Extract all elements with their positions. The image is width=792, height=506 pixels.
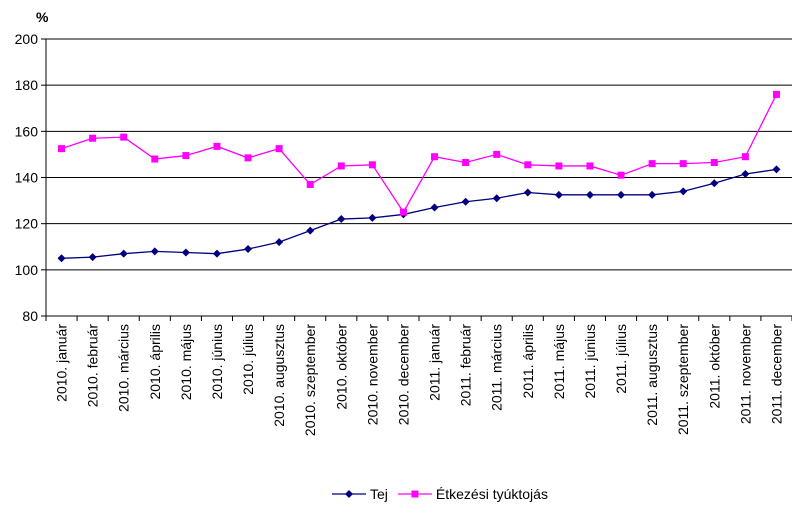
y-axis-tick-labels: 80 100 120 140 160 180 200 <box>15 31 39 324</box>
data-point <box>337 215 346 224</box>
x-tick-label: 2011. július <box>613 324 629 394</box>
data-point <box>119 249 128 258</box>
data-point <box>430 203 439 212</box>
axes <box>41 38 792 321</box>
series-line <box>61 168 777 259</box>
data-point <box>306 226 315 235</box>
x-tick-label: 2010. szeptember <box>302 324 318 436</box>
data-point <box>741 153 749 161</box>
x-tick-label: 2011. szeptember <box>675 324 691 435</box>
y-tick-label: 140 <box>15 170 39 186</box>
legend-label: Tej <box>370 486 388 502</box>
data-point <box>492 194 501 203</box>
data-point <box>679 160 687 168</box>
data-point <box>213 142 221 150</box>
data-point <box>151 155 159 163</box>
data-point <box>586 162 594 170</box>
x-tick-label: 2011. december <box>768 324 784 424</box>
series-0 <box>57 165 781 263</box>
data-point <box>275 145 283 153</box>
data-point <box>57 254 66 263</box>
data-point <box>617 171 625 179</box>
data-point <box>462 158 470 166</box>
data-point <box>337 162 345 170</box>
data-point <box>181 248 190 257</box>
data-point <box>368 213 377 222</box>
x-tick-label: 2010. december <box>395 324 411 426</box>
data-point <box>772 90 780 98</box>
legend-marker <box>345 490 353 498</box>
data-point <box>772 165 781 174</box>
data-point <box>710 158 718 166</box>
data-point <box>368 161 376 169</box>
y-tick-label: 80 <box>22 308 38 324</box>
data-point <box>120 133 128 141</box>
x-axis-tick-labels: 2010. január 2010. február 2010. március 20… <box>54 324 785 436</box>
x-tick-label: 2011. augusztus <box>644 324 660 426</box>
data-point <box>182 152 190 160</box>
data-point <box>648 190 657 199</box>
data-point <box>58 145 66 153</box>
x-tick-label: 2011. január <box>427 324 443 401</box>
x-tick-label: 2010. május <box>178 324 194 400</box>
data-point <box>617 190 626 199</box>
x-tick-label: 2010. október <box>333 324 349 410</box>
data-point <box>461 197 470 206</box>
x-tick-label: 2010. november <box>364 324 380 426</box>
x-tick-label: 2010. március <box>116 324 132 412</box>
y-tick-label: 120 <box>15 216 39 232</box>
x-tick-label: 2011. október <box>706 324 722 409</box>
data-point <box>523 188 532 197</box>
legend-label: Étkezési tyúktojás <box>436 486 548 502</box>
data-point <box>306 180 314 188</box>
data-point <box>554 190 563 199</box>
data-point <box>212 249 221 258</box>
x-tick-label: 2011. március <box>489 324 505 411</box>
data-point <box>585 190 594 199</box>
x-tick-label: 2010. augusztus <box>271 324 287 427</box>
data-point <box>244 154 252 162</box>
y-tick-label: 200 <box>15 31 39 47</box>
x-tick-label: 2010. február <box>85 324 101 408</box>
data-point <box>648 160 656 168</box>
x-tick-label: 2011. április <box>520 324 536 398</box>
x-tick-label: 2011. június <box>582 324 598 398</box>
x-tick-label: 2010. július <box>240 324 256 395</box>
y-tick-label: 160 <box>15 123 39 139</box>
data-point <box>244 245 253 254</box>
data-point <box>88 253 97 262</box>
x-tick-label: 2011. február <box>458 324 474 407</box>
data-point <box>150 247 159 256</box>
x-tick-label: 2010. április <box>147 324 163 400</box>
data-point <box>710 179 719 188</box>
data-point <box>555 162 563 170</box>
data-point <box>399 208 407 216</box>
series-1 <box>58 90 780 216</box>
gridlines <box>46 38 792 271</box>
x-tick-label: 2011. május <box>551 324 567 399</box>
data-point <box>89 134 97 142</box>
y-axis-unit-label: % <box>36 9 49 25</box>
x-tick-label: 2010. január <box>54 324 70 402</box>
series-layer <box>57 90 781 263</box>
data-point <box>493 150 501 158</box>
data-point <box>275 238 284 247</box>
data-point <box>741 170 750 179</box>
legend-marker <box>411 490 419 498</box>
x-tick-label: 2011. november <box>737 324 753 424</box>
series-line <box>61 94 778 214</box>
data-point <box>524 161 532 169</box>
data-point <box>431 153 439 161</box>
data-point <box>679 187 688 196</box>
y-tick-label: 100 <box>15 262 39 278</box>
y-tick-label: 180 <box>15 77 39 93</box>
legend: Tej Étkezési tyúktojás <box>332 486 548 502</box>
x-tick-label: 2010. június <box>209 324 225 400</box>
